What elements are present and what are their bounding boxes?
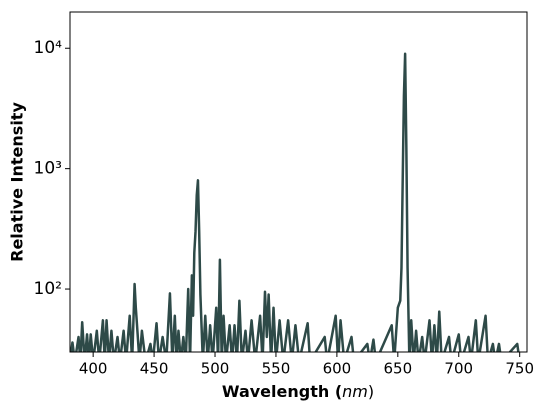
spectrum-line: [70, 52, 520, 352]
plot-frame: [69, 11, 528, 353]
x-tick-label: 750: [505, 360, 534, 378]
y-tick-label: 10³: [34, 159, 62, 179]
y-tick-label: 10⁴: [34, 38, 63, 58]
x-tick-label: 400: [79, 360, 108, 378]
x-label-unit: nm: [342, 382, 368, 401]
x-tick-label: 450: [140, 360, 169, 378]
x-tick-label: 500: [201, 360, 230, 378]
x-tick-label: 550: [262, 360, 291, 378]
x-tick-label: 700: [444, 360, 473, 378]
x-label-text: Wavelength (: [222, 382, 342, 401]
x-label-close: ): [368, 382, 374, 401]
y-tick-label: 10²: [34, 279, 62, 299]
x-tick-label: 600: [323, 360, 352, 378]
x-axis-label: Wavelength (nm): [222, 382, 374, 401]
y-axis-label: Relative Intensity: [8, 102, 27, 262]
x-tick-label: 650: [384, 360, 413, 378]
